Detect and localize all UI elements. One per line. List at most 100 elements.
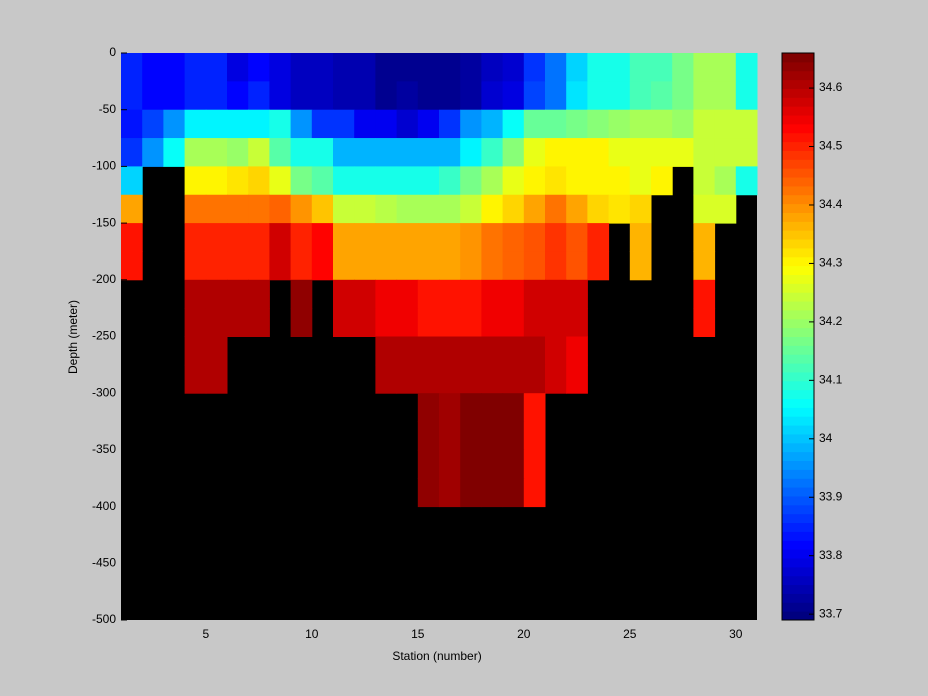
heat-cell — [163, 138, 186, 167]
heat-cell — [333, 251, 355, 281]
colorbar-tick-label: 33.7 — [819, 606, 843, 620]
heat-cell — [142, 81, 164, 111]
heat-cell — [184, 81, 207, 111]
heat-cell — [121, 166, 143, 196]
colorbar-swatch — [782, 168, 814, 178]
heat-cell — [375, 308, 398, 337]
heat-cell — [333, 81, 355, 111]
heat-cell — [502, 336, 525, 366]
heat-cell — [311, 166, 334, 196]
x-tick-label: 20 — [517, 627, 531, 641]
heat-cell — [121, 194, 143, 224]
heat-cell — [227, 223, 249, 252]
colorbar-swatch — [782, 354, 814, 364]
heat-cell — [311, 194, 334, 224]
heat-cell — [566, 81, 588, 111]
heat-cell — [545, 223, 567, 252]
heat-cell — [227, 53, 249, 82]
colorbar-swatch — [782, 363, 814, 373]
heat-cell — [269, 251, 292, 281]
colorbar-swatch — [782, 345, 814, 355]
heat-cell — [587, 138, 610, 167]
colorbar-tick-label: 34.2 — [819, 314, 843, 328]
heat-cell — [502, 166, 525, 196]
heat-cell — [523, 138, 546, 167]
colorbar-swatch — [782, 460, 814, 470]
heat-cell — [333, 166, 355, 196]
heat-cell — [672, 53, 694, 82]
heat-cell — [460, 81, 482, 111]
colorbar-swatch — [782, 79, 814, 89]
heat-cell — [608, 53, 631, 82]
heat-cell — [545, 308, 567, 337]
colorbar-swatch — [782, 504, 814, 515]
colorbar-swatch — [782, 336, 814, 346]
heat-cell — [205, 138, 228, 167]
heat-cell — [248, 223, 270, 252]
heat-cell — [163, 81, 186, 111]
y-tick-label: -300 — [92, 385, 116, 399]
heat-cell — [269, 194, 292, 224]
heat-cell — [714, 53, 737, 82]
heat-cell — [545, 279, 567, 309]
heat-cell — [566, 364, 588, 394]
colorbar-swatch — [782, 549, 814, 559]
heat-cell — [439, 138, 461, 167]
heat-cell — [311, 251, 334, 281]
heat-cell — [396, 251, 419, 281]
heat-cell — [184, 194, 207, 224]
heat-cell — [693, 194, 716, 224]
heat-cell — [566, 279, 588, 309]
colorbar-tick-label: 34.5 — [819, 139, 843, 153]
heat-cell — [545, 251, 567, 281]
heat-cell — [460, 279, 482, 309]
heat-cell — [248, 308, 270, 337]
colorbar-swatch — [782, 584, 814, 594]
heat-cell — [142, 109, 164, 139]
colorbar-swatch — [782, 150, 814, 160]
heat-cell — [269, 223, 292, 252]
x-tick-label: 25 — [623, 627, 637, 641]
heat-cell — [248, 166, 270, 196]
heat-cell — [227, 138, 249, 167]
heat-cell — [396, 81, 419, 111]
heat-cell — [587, 166, 610, 196]
heat-cell — [481, 364, 504, 394]
heat-cell — [502, 109, 525, 139]
heat-cell — [417, 223, 440, 252]
heat-cell — [333, 138, 355, 167]
heat-cell — [460, 393, 482, 423]
heat-cell — [439, 81, 461, 111]
heat-cell — [205, 364, 228, 394]
heat-cell — [460, 364, 482, 394]
heat-cell — [396, 53, 419, 82]
heat-cell — [184, 138, 207, 167]
colorbar-swatch — [782, 593, 814, 603]
heat-cell — [227, 251, 249, 281]
heat-cell — [290, 194, 313, 224]
heat-cell — [523, 223, 546, 252]
colorbar-swatch — [782, 433, 814, 444]
heat-cell — [396, 109, 419, 139]
heat-cell — [354, 53, 376, 82]
heat-cell — [735, 81, 758, 111]
heat-cell — [290, 166, 313, 196]
heat-cell — [608, 166, 631, 196]
heat-cell — [608, 138, 631, 167]
heat-cell — [439, 166, 461, 196]
heat-cell — [227, 81, 249, 111]
heat-cell — [205, 166, 228, 196]
colorbar-swatch — [782, 327, 814, 337]
heat-cell — [481, 308, 504, 337]
heat-cell — [396, 166, 419, 196]
heat-cell — [439, 449, 461, 479]
heat-cell — [523, 81, 546, 111]
heat-cell — [290, 251, 313, 281]
heat-cell — [333, 109, 355, 139]
heat-cell — [481, 223, 504, 252]
heat-cell — [205, 53, 228, 82]
heat-cell — [375, 251, 398, 281]
heat-cell — [311, 109, 334, 139]
heat-cell — [248, 81, 270, 111]
heat-cell — [672, 81, 694, 111]
